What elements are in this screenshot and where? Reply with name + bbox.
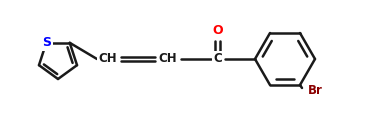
Text: Br: Br [308, 84, 323, 97]
Text: O: O [213, 24, 223, 36]
Text: CH: CH [99, 52, 117, 66]
Text: CH: CH [159, 52, 177, 66]
Text: S: S [42, 36, 51, 49]
Text: C: C [214, 52, 222, 66]
